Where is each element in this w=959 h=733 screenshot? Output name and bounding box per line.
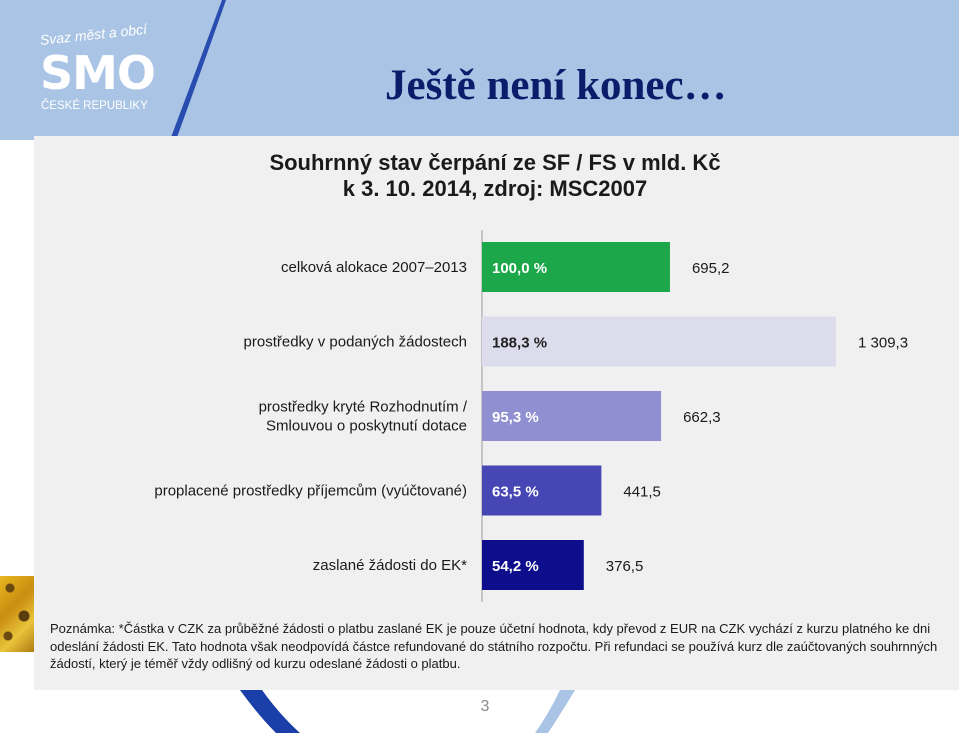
chart-panel: Souhrnný stav čerpání ze SF / FS v mld. … <box>34 136 959 690</box>
bar <box>482 465 602 516</box>
category-label: prostředky kryté Rozhodnutím / <box>259 399 468 416</box>
bar <box>482 540 584 590</box>
category-label: celková alokace 2007–2013 <box>281 259 467 276</box>
bar-value-label: 1 309,3 <box>858 335 908 352</box>
category-label: proplacené prostředky příjemcům (vyúčtov… <box>154 483 467 500</box>
bar-percent-label: 100,0 % <box>492 260 547 277</box>
logo-bottom-text: ČESKÉ REPUBLIKY <box>41 100 148 112</box>
bar-chart: Souhrnný stav čerpání ze SF / FS v mld. … <box>154 150 908 602</box>
bar-percent-label: 63,5 % <box>492 484 539 501</box>
bar-percent-label: 54,2 % <box>492 558 539 575</box>
bar-value-label: 662,3 <box>683 409 721 426</box>
bar <box>482 242 670 292</box>
header-decoration <box>170 0 226 140</box>
header-band: Svaz měst a obcí SMO ČESKÉ REPUBLIKY <box>0 0 959 140</box>
bar-value-label: 376,5 <box>606 558 644 575</box>
footer-decoration <box>240 690 575 733</box>
category-label: zaslané žádosti do EK* <box>313 557 467 574</box>
bar-percent-label: 95,3 % <box>492 409 539 426</box>
sunflower-image <box>0 576 34 652</box>
smo-logo: Svaz měst a obcí SMO ČESKÉ REPUBLIKY <box>36 21 166 120</box>
bar <box>482 316 836 367</box>
bar-percent-label: 188,3 % <box>492 335 547 352</box>
category-label: Smlouvou o poskytnutí dotace <box>266 418 467 435</box>
chart-title: Souhrnný stav čerpání ze SF / FS v mld. … <box>269 150 720 175</box>
bar <box>482 391 662 441</box>
bar-value-label: 441,5 <box>623 484 661 501</box>
chart-note: Poznámka: *Částka v CZK za průběžné žádo… <box>50 621 938 671</box>
slide-title: Ještě není konec… <box>385 62 727 109</box>
category-label: prostředky v podaných žádostech <box>244 334 467 351</box>
logo-main-text: SMO <box>40 46 156 100</box>
bar-value-label: 695,2 <box>692 260 730 277</box>
chart-subtitle: k 3. 10. 2014, zdroj: MSC2007 <box>343 176 648 201</box>
page-number: 3 <box>480 698 490 715</box>
